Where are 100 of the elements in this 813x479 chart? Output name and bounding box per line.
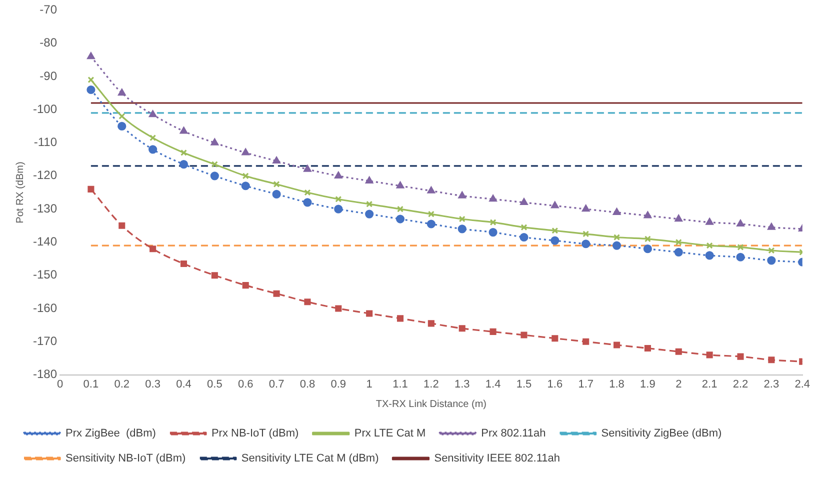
- y-tick-label: -110: [34, 135, 58, 150]
- point: [366, 200, 373, 208]
- y-tick-label: -170: [32, 334, 58, 348]
- point: [242, 148, 250, 156]
- point: [552, 227, 558, 234]
- point: [118, 222, 126, 229]
- point: [118, 88, 126, 96]
- point: [488, 228, 498, 237]
- y-tick-label: -70: [40, 2, 58, 17]
- point: [210, 172, 219, 180]
- x-tick-label: 1.4: [485, 378, 501, 390]
- point: [458, 325, 466, 332]
- x-tick-label: 1.3: [454, 378, 470, 390]
- y-tick-label: -80: [40, 36, 58, 50]
- y-tick-label: -130: [32, 201, 58, 216]
- point: [737, 244, 744, 250]
- point: [211, 161, 218, 168]
- x-tick-label: 0.4: [176, 378, 192, 390]
- point: [551, 201, 559, 208]
- point: [304, 189, 311, 196]
- y-tick-label: -140: [32, 234, 58, 249]
- point: [550, 236, 560, 245]
- point: [426, 220, 436, 228]
- point: [118, 122, 126, 131]
- y-axis-title: Pot RX (dBm): [14, 162, 26, 224]
- point: [612, 208, 621, 215]
- point: [582, 240, 590, 248]
- point: [273, 180, 280, 188]
- point: [428, 320, 434, 327]
- point: [335, 196, 342, 202]
- point: [768, 247, 775, 254]
- point: [428, 210, 434, 218]
- point: [768, 356, 775, 364]
- point: [582, 338, 590, 345]
- point: [706, 242, 713, 249]
- point: [427, 186, 436, 194]
- x-tick-label: 0.9: [330, 378, 346, 390]
- legend-label: Sensitivity NB-IoT (dBm): [66, 452, 186, 465]
- x-tick-label: 1.1: [392, 378, 408, 390]
- point: [88, 186, 94, 192]
- point: [396, 214, 405, 224]
- point: [334, 204, 343, 214]
- x-tick-label: 0: [56, 378, 64, 390]
- point: [86, 85, 96, 94]
- point: [644, 236, 651, 242]
- point: [396, 182, 404, 188]
- point: [148, 145, 158, 154]
- x-tick-label: 1.9: [640, 378, 656, 390]
- point: [705, 251, 714, 260]
- point: [644, 211, 652, 218]
- x-tick-label: 1: [366, 378, 372, 390]
- point: [335, 305, 342, 312]
- point: [706, 218, 714, 225]
- legend-label: Prx 802.11ah: [481, 428, 546, 440]
- x-tick-label: 1.2: [424, 378, 439, 390]
- point: [334, 172, 342, 178]
- point: [674, 248, 683, 256]
- point: [520, 198, 528, 205]
- point: [458, 224, 466, 234]
- point: [520, 224, 528, 231]
- point: [150, 246, 156, 252]
- x-tick-label: 2: [676, 378, 682, 390]
- point: [180, 260, 188, 268]
- point: [365, 210, 374, 218]
- point: [179, 160, 188, 169]
- point: [675, 238, 682, 246]
- legend-label: Sensitivity ZigBee (dBm): [601, 428, 722, 440]
- point: [365, 176, 374, 184]
- x-tick-label: 0.6: [238, 378, 254, 390]
- point: [768, 223, 776, 230]
- point: [613, 342, 620, 348]
- point: [736, 252, 745, 262]
- y-tick-label: -160: [32, 300, 58, 315]
- point: [396, 315, 404, 322]
- x-tick-label: 0.1: [83, 378, 99, 390]
- legend-label: Prx ZigBee (dBm): [66, 428, 156, 440]
- y-tick-label: -100: [32, 102, 58, 116]
- point: [396, 206, 404, 212]
- point: [737, 353, 744, 360]
- point: [520, 332, 528, 338]
- point: [489, 194, 497, 202]
- legend-label: Prx NB-IoT (dBm): [211, 428, 299, 440]
- point: [304, 165, 312, 172]
- x-tick-label: 1.7: [578, 378, 594, 390]
- point: [613, 234, 620, 241]
- point: [458, 216, 466, 222]
- point: [490, 328, 496, 335]
- x-tick-label: 0.2: [114, 378, 130, 390]
- x-tick-label: 0.8: [300, 378, 316, 390]
- point: [490, 219, 496, 226]
- x-tick-label: 0.3: [145, 378, 160, 390]
- point: [552, 335, 558, 342]
- point: [210, 138, 218, 146]
- point: [458, 192, 466, 198]
- y-tick-label: -120: [32, 168, 58, 182]
- x-tick-label: 1.6: [547, 378, 563, 390]
- legend-label: Sensitivity IEEE 802.11ah: [434, 452, 560, 465]
- point: [706, 352, 713, 358]
- point: [612, 241, 622, 250]
- point: [242, 282, 249, 289]
